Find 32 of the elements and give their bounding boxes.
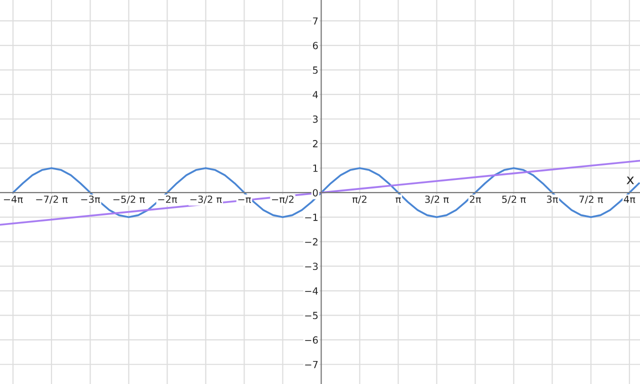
x-tick-label: 7/2 π xyxy=(579,196,603,204)
x-tick-label: −3π xyxy=(81,196,100,203)
y-tick-label: 0 xyxy=(312,189,318,196)
y-tick-label: −2 xyxy=(305,238,318,246)
x-tick-label: −4π xyxy=(4,196,23,203)
x-tick-label: π xyxy=(396,197,401,203)
x-tick-label: −7/2 π xyxy=(36,196,68,204)
y-tick-label: 2 xyxy=(312,140,318,148)
y-tick-label: 3 xyxy=(313,115,318,123)
y-tick-label: 4 xyxy=(312,91,318,98)
x-tick-label: π/2 xyxy=(352,196,366,204)
x-tick-label: −5/2 π xyxy=(113,196,145,204)
x-tick-label: −π/2 xyxy=(272,196,294,204)
y-tick-label: −4 xyxy=(305,287,318,294)
y-tick-label: −7 xyxy=(305,360,318,368)
y-tick-label: −3 xyxy=(305,262,318,270)
x-tick-label: 3/2 π xyxy=(425,196,449,204)
y-tick-label: 1 xyxy=(313,164,318,172)
x-tick-label: −π xyxy=(238,197,251,203)
x-tick-label: 2π xyxy=(470,196,481,203)
y-tick-label: 7 xyxy=(313,17,318,25)
y-tick-label: 5 xyxy=(313,66,318,74)
x-tick-label: 3π xyxy=(546,196,558,203)
x-tick-label: −2π xyxy=(158,196,178,203)
x-tick-label: 4π xyxy=(624,196,636,203)
y-tick-label: −6 xyxy=(305,336,318,344)
y-tick-label: 6 xyxy=(312,42,318,50)
y-tick-label: −5 xyxy=(305,312,318,320)
x-tick-label: 5/2 π xyxy=(502,196,526,204)
y-tick-label: −1 xyxy=(305,214,318,221)
x-tick-label: −3/2 π xyxy=(190,196,222,204)
x-axis-title: x xyxy=(626,176,634,184)
